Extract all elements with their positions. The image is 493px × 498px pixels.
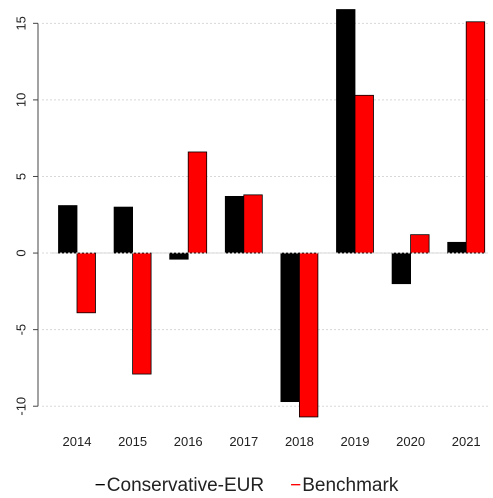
grid-lines <box>42 22 490 407</box>
x-tick-label: 2014 <box>63 434 92 449</box>
bar-series-2-2020 <box>410 234 430 254</box>
bar-series-2-2021 <box>465 21 486 254</box>
bar-series-2-2017 <box>243 194 263 254</box>
bar-series-1-2017 <box>224 195 245 254</box>
y-tick-label: 5 <box>13 173 28 180</box>
x-tick-label: 2021 <box>452 434 481 449</box>
x-axis-labels: 2014 2015 2016 2017 2018 2019 2020 2021 <box>63 434 481 449</box>
y-axis: -10 -5 0 5 10 15 <box>13 16 39 416</box>
bar-series-2-2015 <box>132 252 152 375</box>
x-tick-label: 2018 <box>285 434 314 449</box>
legend-label-series-2: Benchmark <box>302 475 399 496</box>
legend-swatch-series-2: − <box>290 475 302 496</box>
legend-item-series-1: − Conservative-EUR <box>95 475 264 497</box>
legend-item-series-2: − Benchmark <box>290 475 398 497</box>
bar-series-2-2018 <box>298 252 319 418</box>
bar-series-1-2014 <box>58 205 78 254</box>
x-tick-label: 2016 <box>174 434 203 449</box>
x-tick-label: 2019 <box>341 434 370 449</box>
legend-label-series-1: Conservative-EUR <box>106 475 265 496</box>
y-tick-label: 15 <box>13 16 28 30</box>
x-tick-label: 2017 <box>229 434 258 449</box>
x-tick-label: 2015 <box>118 434 147 449</box>
bar-series-2-2016 <box>187 151 208 254</box>
y-tick-label: -10 <box>13 397 28 416</box>
bar-series-1-2016 <box>169 252 189 260</box>
legend-swatch-series-1: − <box>94 475 106 496</box>
bar-series-1-2021 <box>447 241 467 254</box>
y-tick-label: -5 <box>13 324 28 336</box>
bar-series-2-2014 <box>76 252 96 314</box>
bar-series-1-2018 <box>280 252 300 403</box>
bars <box>58 9 486 418</box>
legend: − Conservative-EUR − Benchmark <box>0 474 493 498</box>
x-tick-label: 2020 <box>396 434 425 449</box>
bar-series-1-2020 <box>391 252 412 285</box>
y-tick-label: 10 <box>13 93 28 107</box>
y-tick-label: 0 <box>13 249 28 256</box>
bar-series-2-2019 <box>354 94 374 254</box>
bar-series-1-2019 <box>336 9 356 254</box>
bar-series-1-2015 <box>113 206 133 254</box>
